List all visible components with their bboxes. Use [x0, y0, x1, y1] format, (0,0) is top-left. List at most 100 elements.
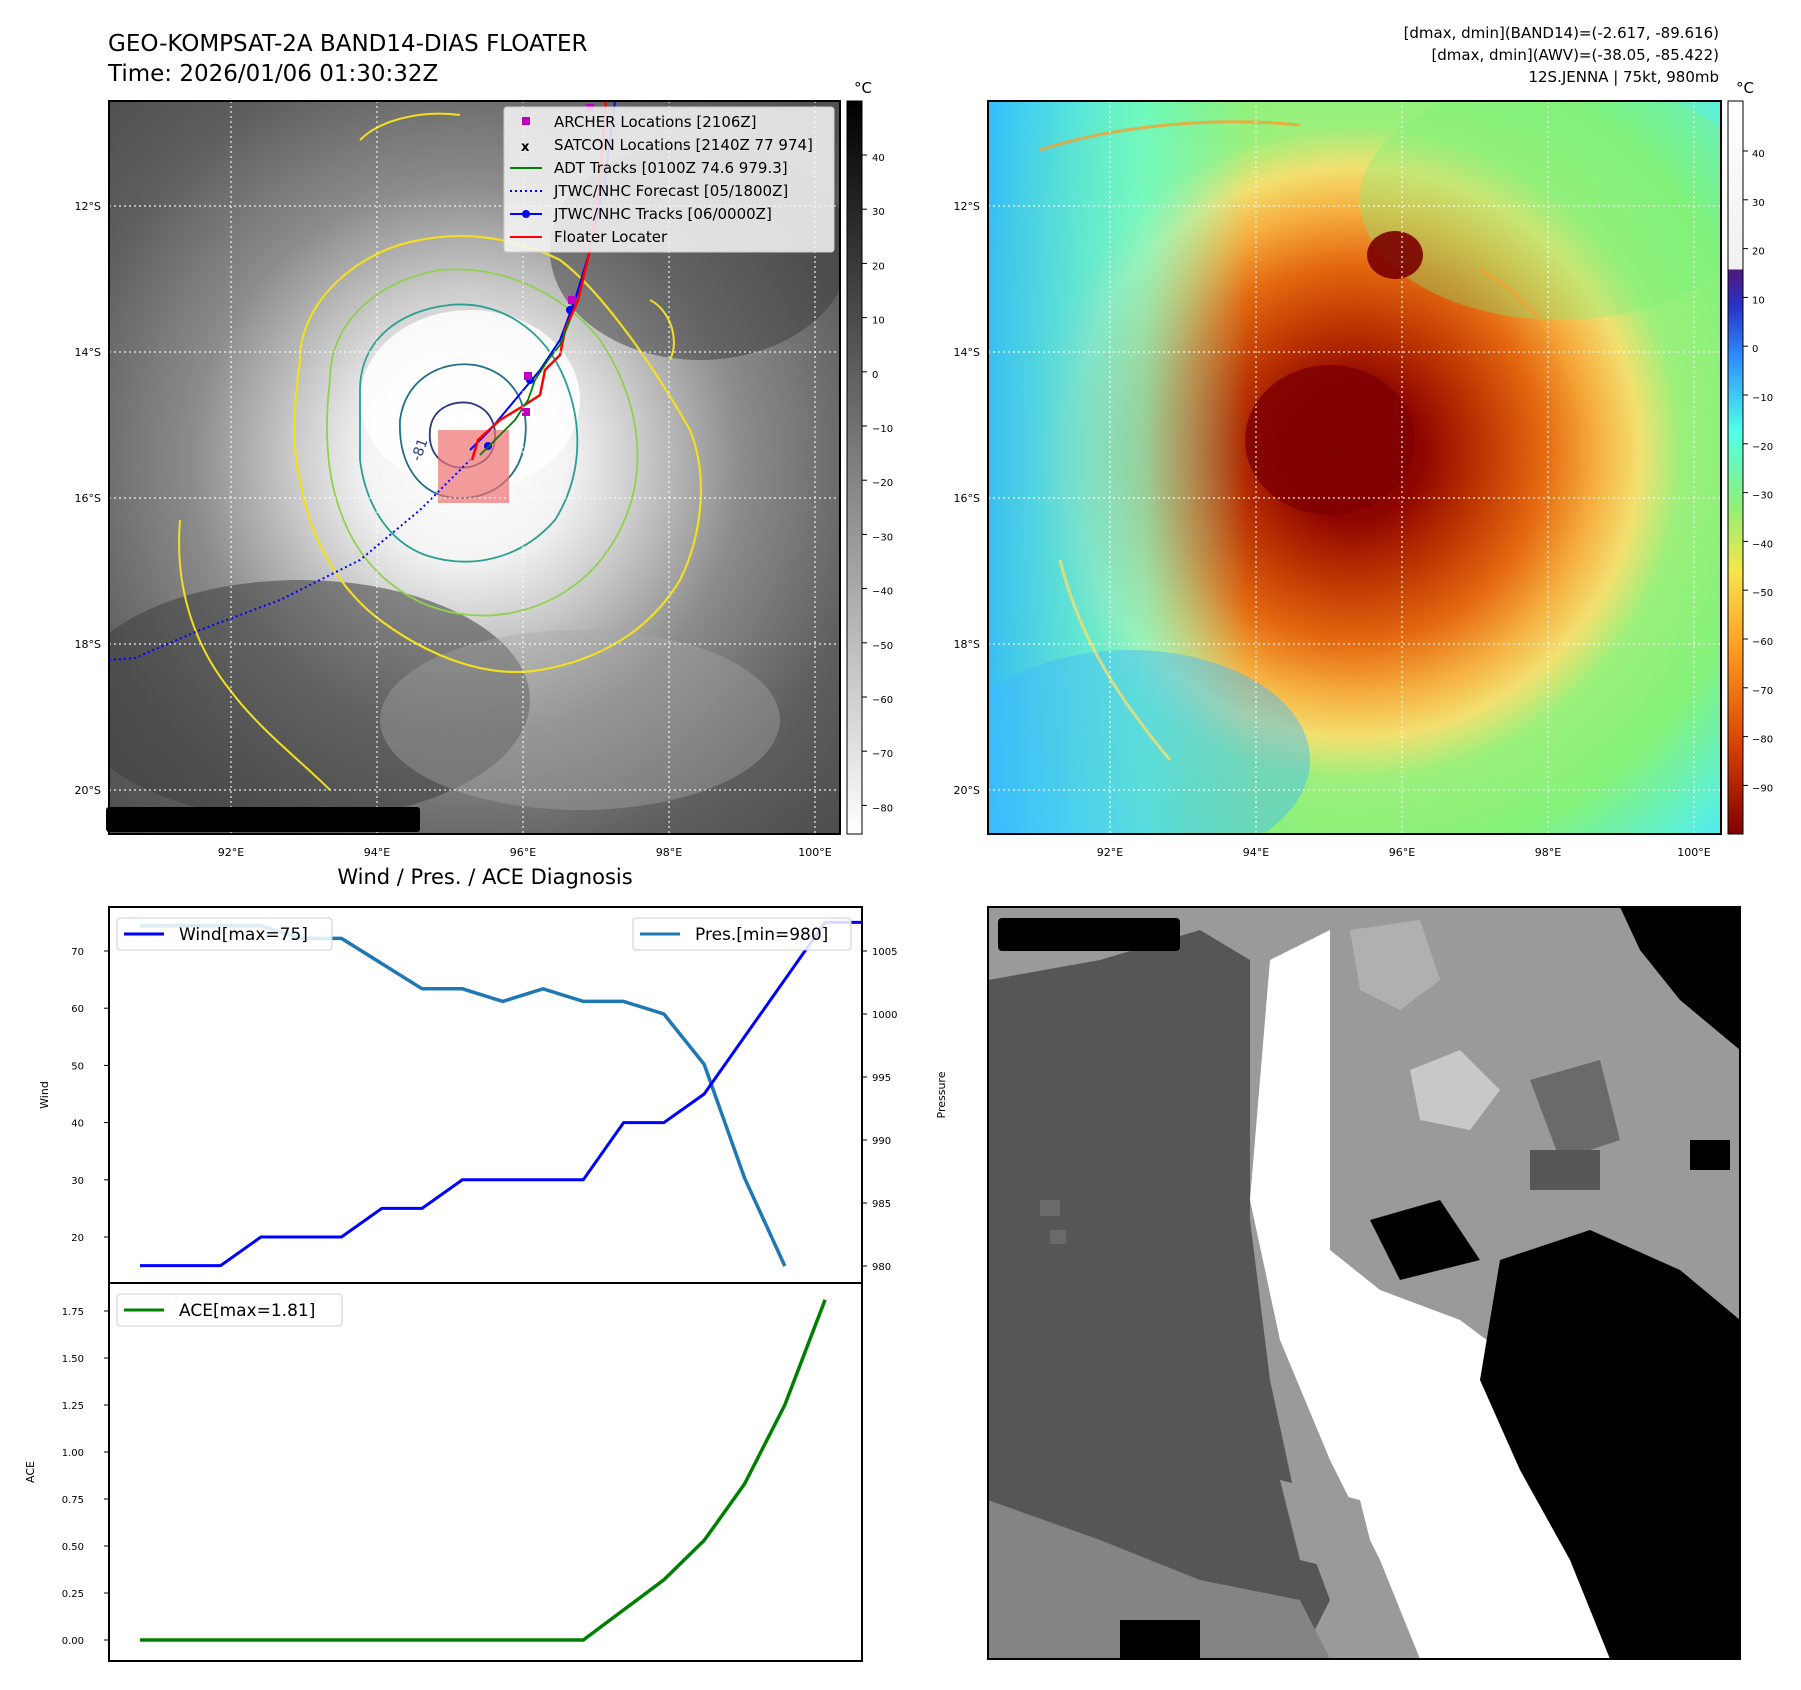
wind-axis-label: Wind — [38, 1081, 51, 1109]
gray-colorbar-tick: −40 — [872, 587, 893, 598]
pres-tick-label: 1005 — [872, 947, 897, 958]
pres-tick-label: 990 — [872, 1136, 891, 1147]
map1-lat-18: 18°S — [75, 638, 101, 651]
map2-lon-94: 94°E — [1243, 846, 1269, 859]
map1-lon-labels: 92°E 94°E 96°E 98°E 100°E — [218, 846, 832, 859]
wind-tick-label: 40 — [71, 1119, 84, 1130]
map1-lon-94: 94°E — [364, 846, 390, 859]
pres-legend-box — [632, 917, 852, 951]
gray-colorbar-tick: −80 — [872, 803, 893, 814]
pres-tick-label: 1000 — [872, 1010, 897, 1021]
gray-colorbar-tick: −10 — [872, 424, 893, 435]
map2-lon-96: 96°E — [1389, 846, 1415, 859]
ace-tick-label: 1.00 — [62, 1448, 84, 1459]
map2-lat-18: 18°S — [954, 638, 980, 651]
copyright-badge — [106, 807, 420, 832]
legend-tracks: JTWC/NHC Tracks [06/0000Z] — [553, 205, 772, 223]
gray-colorbar-tick: 40 — [872, 153, 885, 164]
map1-lat-20: 20°S — [75, 784, 101, 797]
color-colorbar-tick: −80 — [1752, 735, 1773, 746]
map2-lat-14: 14°S — [954, 346, 980, 359]
copyright-text: Copyright © 2020-2026 Dapiya — [112, 811, 391, 830]
gray-colorbar-ticks: 40 30 20 10 0 −10 −20 −30 −40 −50 −60 −70 −80 — [862, 153, 893, 814]
map2-lat-20: 20°S — [954, 784, 980, 797]
track-legend: ARCHER Locations [2106Z] x SATCON Locati… — [503, 106, 835, 253]
ace-tick-label: 0.75 — [62, 1495, 84, 1506]
legend-tracks-dot — [522, 210, 530, 218]
color-colorbar-tick: −60 — [1752, 637, 1773, 648]
diagnosis-title: Wind / Pres. / ACE Diagnosis — [337, 865, 632, 889]
wind-axis-ticks: 70 60 50 40 30 20 — [71, 947, 109, 1244]
figure-title: GEO-KOMPSAT-2A BAND14-DIAS FLOATER — [108, 31, 588, 57]
ace-chart: 1.75 1.50 1.25 1.00 0.75 0.50 0.25 0.00 ACE ACE… — [24, 1282, 863, 1662]
legend-square-marker — [522, 117, 530, 125]
gray-colorbar-unit: °C — [854, 79, 872, 97]
legend-adt: ADT Tracks [0100Z 74.6 979.3] — [554, 159, 788, 177]
wind-tick-label: 70 — [71, 947, 84, 958]
gray-colorbar-tick: −70 — [872, 749, 893, 760]
gray-colorbar-tick: 20 — [872, 261, 885, 272]
map2-lon-100: 100°E — [1677, 846, 1710, 859]
info-storm: 12S.JENNA | 75kt, 980mb — [1528, 68, 1719, 86]
map1-lon-98: 98°E — [656, 846, 682, 859]
legend-satcon: SATCON Locations [2140Z 77 974] — [554, 136, 813, 154]
gray-colorbar-tick: −60 — [872, 695, 893, 706]
wind-legend-box — [116, 917, 333, 951]
wind-tick-label: 30 — [71, 1176, 84, 1187]
color-colorbar-tick: 30 — [1752, 198, 1765, 209]
color-colorbar-tick: −90 — [1752, 783, 1773, 794]
figure-time: Time: 2026/01/06 01:30:32Z — [107, 61, 438, 87]
wind-tick-label: 50 — [71, 1061, 84, 1072]
color-colorbar-tick: −20 — [1752, 442, 1773, 453]
map2-lon-92: 92°E — [1097, 846, 1123, 859]
map2-lat-labels: 12°S 14°S 16°S 18°S 20°S — [954, 200, 980, 797]
ace-legend-box — [116, 1293, 343, 1327]
wind-series-line — [140, 920, 862, 1268]
color-colorbar-tick: 0 — [1752, 344, 1758, 355]
info-band14: [dmax, dmin](BAND14)=(-2.617, -89.616) — [1404, 24, 1719, 42]
gray-colorbar-tick: 10 — [872, 316, 885, 327]
pressure-axis-label: Pressure — [935, 1071, 948, 1118]
color-colorbar-tick: −30 — [1752, 491, 1773, 502]
legend-forecast: JTWC/NHC Forecast [05/1800Z] — [553, 182, 788, 200]
map1-lat-16: 16°S — [75, 492, 101, 505]
color-colorbar-tick: 20 — [1752, 247, 1765, 258]
wind-legend: Wind[max=75] — [179, 925, 308, 945]
gray-colorbar-tick: 0 — [872, 370, 878, 381]
ace-tick-label: 1.25 — [62, 1401, 84, 1412]
ace-legend: ACE[max=1.81] — [179, 1301, 315, 1321]
color-colorbar-tick: −40 — [1752, 539, 1773, 550]
map1-lat-12: 12°S — [75, 200, 101, 213]
gray-colorbar-tick: −20 — [872, 478, 893, 489]
legend-floater: Floater Locater — [554, 228, 668, 246]
legend-archer: ARCHER Locations [2106Z] — [554, 113, 757, 131]
map1-lat-labels: 12°S 14°S 16°S 18°S 20°S — [75, 200, 101, 797]
gray-colorbar-tick: −30 — [872, 532, 893, 543]
color-colorbar-ticks: 40 30 20 10 0 −10 −20 −30 −40 −50 −60 −70 −80 −90 — [1743, 149, 1773, 794]
map2-lat-16: 16°S — [954, 492, 980, 505]
wmg-count-badge — [998, 918, 1180, 951]
color-colorbar-tick: −50 — [1752, 588, 1773, 599]
gray-colorbar-tick: −50 — [872, 641, 893, 652]
wind-pres-chart: 70 60 50 40 30 20 1005 1000 995 990 985 980 Wind P… — [38, 906, 948, 1284]
pres-tick-label: 985 — [872, 1199, 891, 1210]
contour-label: -81 — [409, 436, 432, 463]
ace-tick-label: 0.00 — [62, 1636, 84, 1647]
wmg-count: WMG Count: 0 — [1007, 925, 1160, 947]
ace-tick-label: 1.75 — [62, 1307, 84, 1318]
legend-x-marker: x — [521, 140, 530, 155]
map2-lat-12: 12°S — [954, 200, 980, 213]
wind-tick-label: 60 — [71, 1004, 84, 1015]
pres-tick-label: 980 — [872, 1262, 891, 1273]
ace-tick-label: 1.50 — [62, 1354, 84, 1365]
gray-colorbar-tick: 30 — [872, 207, 885, 218]
ace-axis-label: ACE — [24, 1461, 37, 1483]
color-colorbar-tick: −10 — [1752, 393, 1773, 404]
color-colorbar-tick: 10 — [1752, 295, 1765, 306]
color-colorbar-unit: °C — [1736, 79, 1754, 97]
wmg-map — [987, 906, 1741, 1660]
pres-legend: Pres.[min=980] — [695, 925, 828, 945]
ace-series-line — [140, 1299, 827, 1642]
map2-lon-98: 98°E — [1535, 846, 1561, 859]
color-colorbar-tick: 40 — [1752, 149, 1765, 160]
